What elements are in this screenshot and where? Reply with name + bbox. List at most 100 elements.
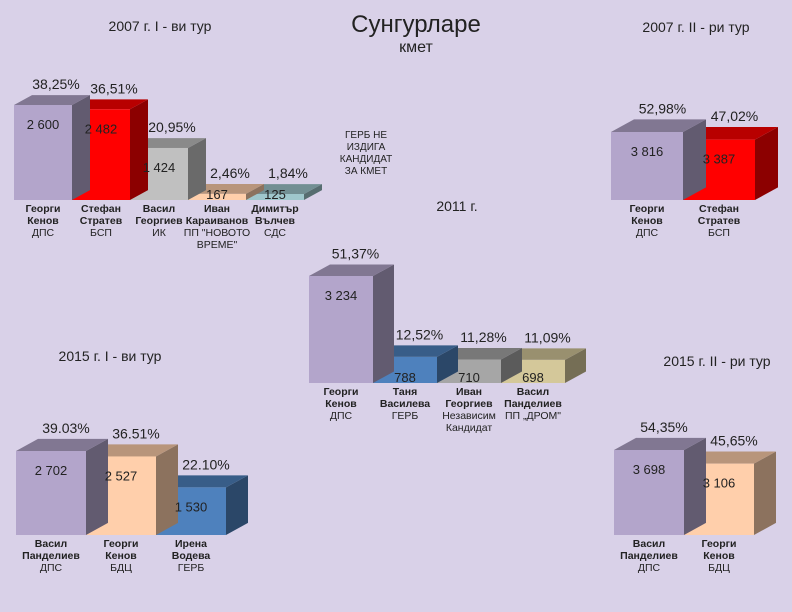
bar-value-label: 2 600	[27, 117, 60, 132]
bar-side	[304, 184, 322, 200]
candidate-name: Кенов	[325, 398, 357, 410]
candidate-name: Стратев	[80, 215, 123, 227]
bar-value-label: 1 530	[175, 499, 208, 514]
bar	[246, 184, 322, 200]
bar-value-label: 2 527	[105, 468, 138, 483]
candidate-party: БСП	[708, 227, 730, 239]
bar-side	[684, 437, 706, 535]
candidate-name: Панделиев	[22, 550, 80, 562]
candidate-name: Стефан	[699, 203, 739, 215]
bar	[188, 183, 264, 200]
bar-top	[684, 451, 776, 464]
candidate-name: Таня	[393, 386, 417, 398]
candidate-party: ДПС	[638, 562, 661, 574]
candidate-name: Вълчев	[255, 215, 296, 227]
bar-side	[188, 138, 206, 200]
candidate-name: Георги	[26, 203, 61, 215]
note-line-2: ИЗДИГА	[347, 142, 386, 153]
chart-title: 2007 г. I - ви тур	[109, 18, 212, 34]
bar-value-label: 2 482	[85, 121, 118, 136]
bar-value-label: 125	[264, 187, 286, 202]
bar-top	[611, 119, 706, 132]
bar-percent-label: 36,51%	[90, 80, 137, 96]
bar-value-label: 1 424	[143, 160, 176, 175]
candidate-name: Водева	[172, 550, 211, 562]
candidate-party: ПП "НОВОТО	[184, 227, 250, 239]
bar-percent-label: 20,95%	[148, 119, 195, 135]
bar-side	[86, 438, 108, 535]
bar-top	[309, 264, 394, 276]
candidate-party: БДЦ	[110, 562, 132, 574]
candidate-name: Георгиев	[445, 398, 493, 410]
bar-value-label: 788	[394, 370, 416, 385]
bar-top	[246, 184, 322, 194]
candidate-name: Кенов	[631, 215, 663, 227]
bar-side	[373, 264, 394, 383]
candidate-name: Васил	[35, 538, 67, 550]
bar-front	[309, 276, 373, 383]
bar-top	[86, 444, 178, 457]
bar-value-label: 710	[458, 370, 480, 385]
bar-front	[246, 194, 304, 200]
bar-value-label: 3 387	[703, 152, 736, 167]
chart-title: 2007 г. II - ри тур	[642, 19, 749, 35]
candidate-party: ПП „ДРОМ"	[505, 410, 561, 422]
bar-value-label: 2 702	[35, 463, 68, 478]
candidate-name: Георги	[324, 386, 359, 398]
chart-title: 2015 г. I - ви тур	[59, 348, 162, 364]
bar-front	[14, 105, 72, 200]
bar-front	[16, 451, 86, 535]
bar-percent-label: 52,98%	[639, 100, 686, 116]
candidate-name: Георгиев	[135, 215, 183, 227]
candidate-name: Васил	[143, 203, 175, 215]
bar-top	[188, 183, 264, 194]
candidate-party: Независим	[442, 410, 496, 422]
bar-side	[501, 347, 522, 383]
bar-value-label: 3 234	[325, 288, 358, 303]
bar	[611, 119, 706, 200]
bar-value-label: 167	[206, 187, 228, 202]
bar	[14, 95, 90, 200]
candidate-name: Кенов	[105, 550, 137, 562]
candidate-name: Иван	[204, 203, 230, 215]
bar-percent-label: 12,52%	[396, 326, 443, 342]
bar-percent-label: 38,25%	[32, 76, 79, 92]
bar-side	[683, 119, 706, 200]
bar-top	[614, 437, 706, 450]
candidate-name: Василева	[380, 398, 430, 410]
chart-5: 2015 г. II - ри тур 3 698 54,35% ВасилПанде…	[614, 353, 776, 574]
candidate-name: Стратев	[698, 215, 741, 227]
bar-value-label: 698	[522, 370, 544, 385]
candidate-name: Иван	[456, 386, 482, 398]
bar-value-label: 3 106	[703, 476, 736, 491]
candidate-party: ДПС	[636, 227, 659, 239]
bar-percent-label: 2,46%	[210, 165, 250, 181]
candidate-name: Васил	[633, 538, 665, 550]
bar-value-label: 3 816	[631, 144, 664, 159]
candidate-party: ВРЕМЕ"	[197, 239, 238, 251]
chart-title: 2011 г.	[436, 198, 477, 214]
bar-percent-label: 54,35%	[640, 419, 687, 435]
bar	[16, 438, 108, 535]
bar-value-label: 3 698	[633, 462, 666, 477]
candidate-party: ДПС	[32, 227, 55, 239]
candidate-party: ГЕРБ	[178, 562, 205, 574]
bar-front	[611, 132, 683, 200]
bar-side	[226, 475, 248, 535]
chart-4: 2015 г. I - ви тур 2 702 39.03% ВасилПандел…	[16, 348, 248, 574]
bar-percent-label: 51,37%	[332, 245, 379, 261]
chart-1: 2007 г. I - ви тур 2 600 38,25% ГеоргиКенов…	[14, 18, 322, 251]
bar-side	[754, 451, 776, 535]
bar-top	[501, 348, 586, 360]
bar-top	[72, 99, 148, 110]
bar-top	[16, 438, 108, 451]
note-line-4: ЗА КМЕТ	[345, 166, 387, 177]
chart-title: 2015 г. II - ри тур	[663, 353, 770, 369]
bar-top	[683, 126, 778, 140]
bar-side	[565, 348, 586, 383]
candidate-name: Панделиев	[620, 550, 678, 562]
note-line-1: ГЕРБ НЕ	[345, 130, 387, 141]
bar-percent-label: 47,02%	[711, 108, 758, 124]
